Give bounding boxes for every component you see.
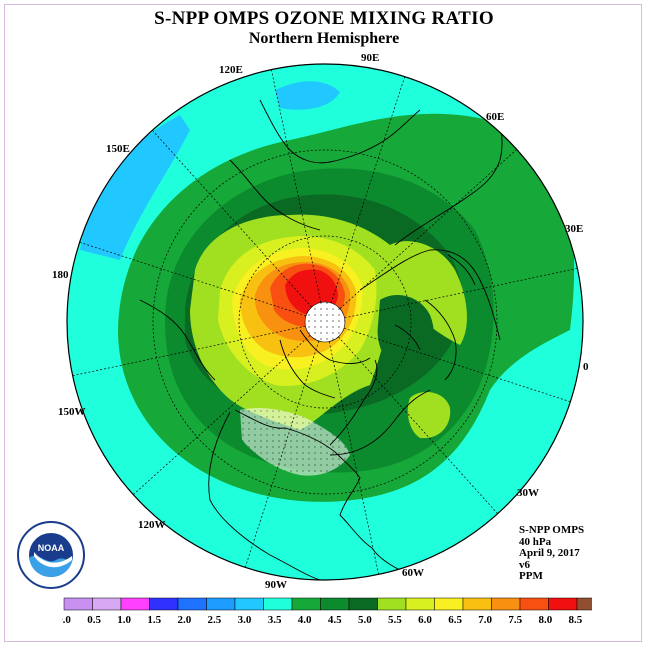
colorbar-swatch (576, 597, 592, 611)
colorbar-swatch (263, 597, 293, 611)
polar-no-data-edge (304, 301, 346, 343)
info-instrument: S-NPP OMPS (519, 524, 585, 536)
figure-frame (4, 4, 642, 642)
lon-label-90w: 90W (265, 579, 287, 591)
noaa-logo: NOAA (17, 521, 85, 589)
band-5.5-6.0-south (407, 392, 451, 439)
colorbar-swatch (206, 597, 236, 611)
colorbar-label: 2.0 (177, 614, 191, 626)
lon-label-180: 180 (52, 269, 69, 281)
lon-label-150e: 150E (106, 143, 130, 155)
colorbar-label: 6.5 (448, 614, 462, 626)
colorbar-label: 3.0 (238, 614, 252, 626)
colorbar-swatch (120, 597, 150, 611)
colorbar: 0.0 0.5 1.0 1.5 2.0 2.5 3.0 3.5 4.0 4.5 5.0 5.5 6.0 6… (62, 597, 592, 626)
colorbar-label: 4.0 (298, 614, 312, 626)
colorbar-label: 6.0 (418, 614, 432, 626)
colorbar-swatch (234, 597, 264, 611)
info-block: S-NPP OMPS 40 hPa April 9, 2017 v6 PPM (519, 524, 585, 583)
lon-label-60w: 60W (402, 567, 424, 579)
map-title: S-NPP OMPS OZONE MIXING RATIO (154, 8, 494, 29)
colorbar-swatch (320, 597, 350, 611)
colorbar-swatch (491, 597, 521, 611)
colorbar-label: 0.0 (62, 614, 71, 626)
colorbar-label: 5.5 (388, 614, 402, 626)
band-3.0-3.5-north (275, 81, 340, 110)
colorbar-label: 8.5 (569, 614, 583, 626)
info-units: PPM (519, 570, 543, 582)
colorbar-swatch (462, 597, 492, 611)
lon-label-30e: 30E (565, 223, 583, 235)
colorbar-swatch (348, 597, 378, 611)
lon-label-60e: 60E (486, 111, 504, 123)
info-version: v6 (519, 558, 530, 571)
map-subtitle: Northern Hemisphere (248, 30, 400, 47)
lon-label-30w: 30W (517, 487, 539, 499)
colorbar-swatch (434, 597, 464, 611)
colorbar-swatch (177, 597, 207, 611)
band-3.0-3.5-west (80, 115, 190, 260)
hatched-region (240, 408, 350, 476)
colorbar-label: 8.0 (538, 614, 552, 626)
colorbar-swatch (377, 597, 407, 611)
colorbar-label: 1.0 (117, 614, 131, 626)
low-east (377, 295, 434, 371)
info-date: April 9, 2017 (519, 547, 580, 559)
colorbar-swatch (92, 597, 122, 611)
colorbar-label: 4.5 (328, 614, 342, 626)
colorbar-label: 1.5 (147, 614, 161, 626)
colorbar-swatch (291, 597, 321, 611)
logo-bird (34, 552, 72, 568)
lon-label-90e: 90E (361, 52, 379, 64)
colorbar-swatch (149, 597, 179, 611)
info-level: 40 hPa (519, 535, 552, 548)
colorbar-swatch (405, 597, 435, 611)
colorbar-label: 3.5 (268, 614, 282, 626)
colorbar-label: 5.0 (358, 614, 372, 626)
logo-text: NOAA (38, 543, 65, 553)
lon-label-120e: 120E (219, 64, 243, 76)
colorbar-label: 7.5 (508, 614, 522, 626)
colorbar-swatch (548, 597, 578, 611)
colorbar-label: 0.5 (87, 614, 101, 626)
polar-no-data (305, 302, 345, 342)
graticule (72, 69, 578, 575)
colorbar-swatch (519, 597, 549, 611)
map-border (66, 63, 584, 581)
colorbar-label: 2.5 (208, 614, 222, 626)
colorbar-swatch (63, 597, 93, 611)
lon-label-0: 0 (583, 361, 589, 373)
lon-label-150w: 150W (58, 406, 86, 418)
lon-label-120w: 120W (138, 519, 166, 531)
colorbar-label: 7.0 (478, 614, 492, 626)
